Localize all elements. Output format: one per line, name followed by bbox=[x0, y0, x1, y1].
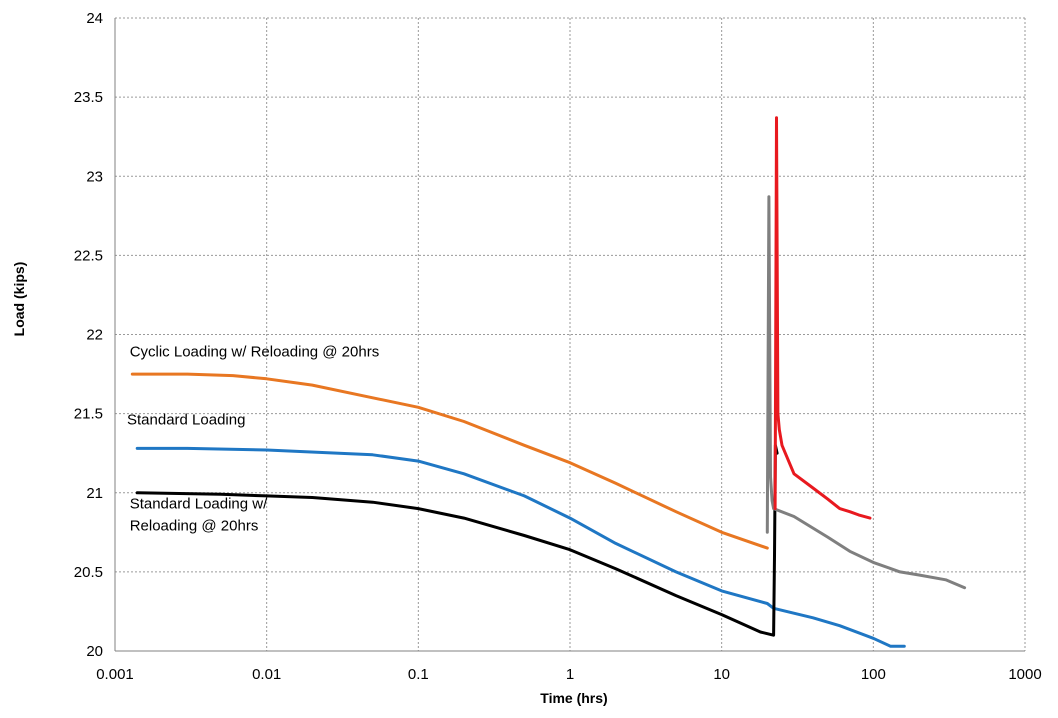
x-tick-label: 1000 bbox=[1008, 666, 1041, 683]
x-tick-label: 0.1 bbox=[408, 666, 429, 683]
x-tick-label: 10 bbox=[713, 666, 730, 683]
annotations: Cyclic Loading w/ Reloading @ 20hrs Stand… bbox=[127, 344, 379, 535]
annotation-text: Standard Loading bbox=[127, 412, 245, 429]
y-tick-label: 22 bbox=[86, 327, 103, 344]
y-axis-title: Load (kips) bbox=[11, 262, 27, 337]
x-tick-label: 0.01 bbox=[252, 666, 281, 683]
x-axis-title: Time (hrs) bbox=[540, 690, 607, 706]
y-tick-label: 21 bbox=[86, 485, 103, 502]
y-tick-label: 20 bbox=[86, 643, 103, 660]
x-tick-label: 1 bbox=[566, 666, 574, 683]
y-tick-label: 21.5 bbox=[74, 406, 103, 423]
series-line-4 bbox=[765, 195, 967, 590]
tick-labels: 0.001 0.01 0.1 1 10 100 1000 20 20.5 21 21.5 22 22.5… bbox=[74, 10, 1042, 683]
plot-frame bbox=[114, 18, 1025, 652]
y-tick-label: 20.5 bbox=[74, 564, 103, 581]
grid bbox=[114, 17, 1026, 652]
y-tick-label: 23 bbox=[86, 168, 103, 185]
x-tick-label: 100 bbox=[861, 666, 886, 683]
x-tick-label: 0.001 bbox=[96, 666, 134, 683]
annotation-text: Standard Loading w/ bbox=[130, 496, 268, 513]
series-line-1 bbox=[130, 372, 769, 550]
y-tick-label: 22.5 bbox=[74, 247, 103, 264]
series-line-3 bbox=[135, 443, 779, 637]
annotation-text: Cyclic Loading w/ Reloading @ 20hrs bbox=[130, 344, 380, 361]
y-tick-label: 23.5 bbox=[74, 89, 103, 106]
series-line-2 bbox=[135, 446, 906, 648]
series-line-5 bbox=[773, 116, 872, 520]
annotation-text: Reloading @ 20hrs bbox=[130, 518, 259, 535]
series-group bbox=[130, 116, 967, 648]
y-tick-label: 24 bbox=[86, 10, 103, 27]
